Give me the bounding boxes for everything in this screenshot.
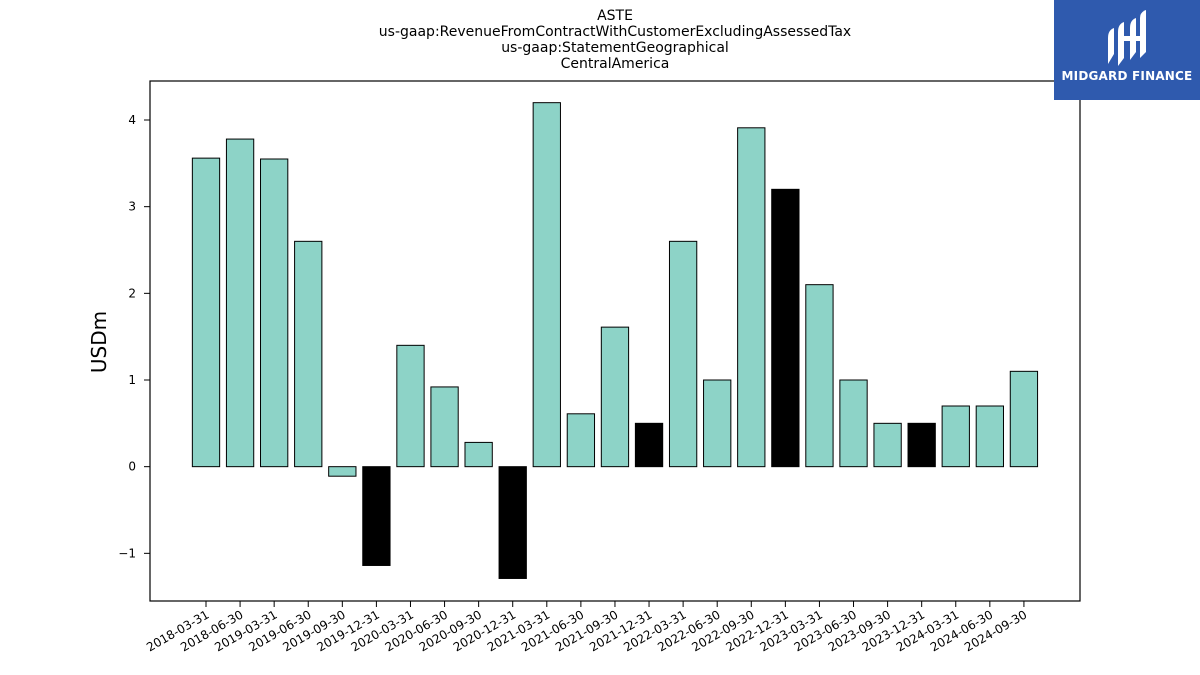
chart-title-line-3: us-gaap:StatementGeographical (501, 40, 729, 56)
bar-2023-03-31 (805, 284, 834, 468)
bar-2023-12-31 (907, 422, 936, 468)
y-tick-label: 3 (128, 200, 136, 214)
y-axis-ticks: −1 0 1 2 3 4 (118, 113, 150, 560)
bar-2024-09-30 (1009, 370, 1039, 468)
bar-2018-06-30 (225, 138, 255, 468)
y-tick-label: 2 (128, 286, 136, 300)
bar-2023-06-30 (839, 379, 868, 468)
bar-2019-03-31 (260, 158, 289, 468)
y-tick-label: 0 (128, 460, 136, 474)
bar-2021-03-31 (532, 102, 561, 468)
bars-group (191, 102, 1039, 579)
bar-2022-06-30 (703, 379, 732, 468)
bar-2022-12-31 (771, 188, 800, 468)
y-tick-label: −1 (118, 546, 136, 560)
x-axis-ticks: 2018-03-312018-06-302019-03-312019-06-30… (144, 601, 1029, 654)
bar-2020-06-30 (430, 386, 459, 468)
y-tick-label: 4 (128, 113, 136, 127)
logo-text: MIDGARD FINANCE (1061, 69, 1193, 83)
chart-title-line-1: ASTE (597, 8, 633, 24)
bar-2018-03-31 (191, 157, 221, 468)
plot-frame (149, 80, 1081, 602)
bar-2021-06-30 (566, 413, 596, 468)
bar-2019-09-30 (328, 466, 357, 477)
bar-2021-12-31 (634, 422, 664, 468)
midgard-logo-icon (1108, 10, 1146, 66)
midgard-finance-logo: MIDGARD FINANCE (1054, 0, 1200, 100)
bar-2020-09-30 (464, 441, 493, 468)
bar-2022-03-31 (668, 240, 698, 468)
chart-title-line-4: CentralAmerica (560, 56, 670, 72)
bar-2023-09-30 (873, 422, 902, 468)
chart-title-line-2: us-gaap:RevenueFromContractWithCustomerE… (378, 24, 852, 40)
bar-2024-06-30 (975, 405, 1004, 468)
bar-2020-12-31 (498, 466, 527, 579)
bar-2020-03-31 (396, 344, 425, 468)
bar-2019-06-30 (294, 240, 323, 468)
bar-2022-09-30 (737, 127, 766, 468)
bar-2024-03-31 (941, 405, 970, 468)
y-tick-label: 1 (128, 373, 136, 387)
bar-2019-12-31 (362, 466, 391, 566)
y-axis-label: USDm (87, 311, 111, 373)
bar-2021-09-30 (600, 326, 630, 468)
